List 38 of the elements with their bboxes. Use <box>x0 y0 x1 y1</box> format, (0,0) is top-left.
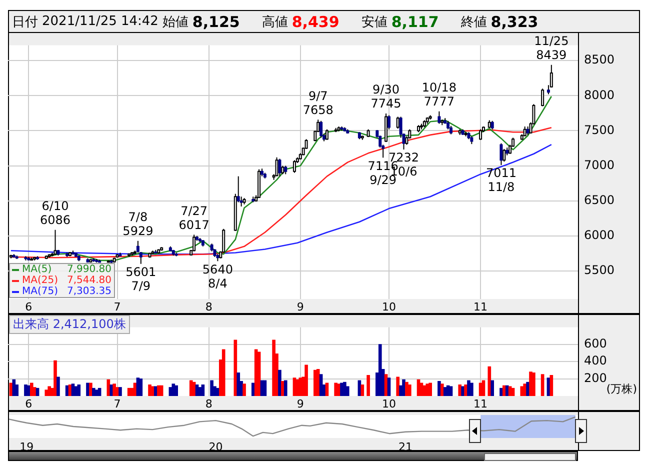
x-tick-label: 8 <box>205 300 212 314</box>
x-tick-label: 9 <box>296 397 304 410</box>
annotation: 9/7 7658 <box>302 88 334 117</box>
x-tick-label: 9 <box>296 300 304 314</box>
y-tick-label: 6000 <box>584 228 615 242</box>
text: MA(5) 7,990.80 <box>22 264 112 275</box>
x-tick-label: 7 <box>114 300 121 314</box>
y-tick-label: 5500 <box>584 263 615 278</box>
annotation: 5601 7/9 <box>126 265 156 293</box>
legend-label: MA(75) 7,303.35 <box>22 286 112 297</box>
x-tick-label: 11 <box>474 300 488 314</box>
annotation: 7011 11/8 <box>486 166 516 194</box>
annotation: 11/25 8439 <box>534 34 569 62</box>
annotation: 6/10 6086 <box>40 198 71 227</box>
x-tick-label: 7 <box>114 397 121 410</box>
annotation: 5640 8/4 <box>202 262 233 290</box>
legend-label: MA(25) 7,544.80 <box>22 275 112 286</box>
x-tick-label: 11 <box>474 397 488 410</box>
y-tick-label: 8500 <box>584 52 615 67</box>
annotation: 10/18 7777 <box>422 80 456 108</box>
y-tick-label: 400 <box>584 354 607 368</box>
chart-title: 出来高 2,412,100株 <box>9 315 130 334</box>
x-tick-label: 8 <box>205 397 212 410</box>
y-tick-label: 200 <box>584 370 607 385</box>
annotation: 9/30 7745 <box>370 82 402 111</box>
x-tick-label: 10 <box>382 397 396 410</box>
annotation: 7/8 5929 <box>122 210 154 238</box>
y-tick-label: 6500 <box>584 192 615 207</box>
chart-title: 日付 2021/11/25 14:42 始値 8,125 高値 8,439 安値 8,117 終値 8,323 <box>12 12 538 30</box>
y-axis-title: (万株) <box>606 382 637 396</box>
x-tick-label: 6 <box>25 397 32 410</box>
y-tick-label: 7500 <box>584 122 615 137</box>
y-tick-label: 600 <box>584 336 607 351</box>
x-tick-label: 10 <box>382 300 396 314</box>
annotation: 7/27 6017 <box>178 204 210 232</box>
y-tick-label: 8000 <box>584 88 615 102</box>
x-tick-label: 6 <box>25 300 32 314</box>
y-tick-label: 7000 <box>584 158 615 172</box>
